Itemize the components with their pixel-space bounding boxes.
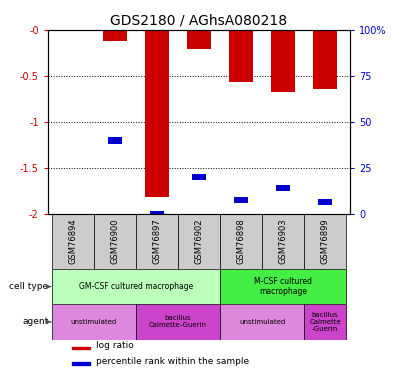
Text: cell type: cell type [10, 282, 49, 291]
Text: M-CSF cultured
macrophage: M-CSF cultured macrophage [254, 277, 312, 296]
Bar [220, 269, 346, 304]
Bar [220, 214, 262, 269]
Bar [276, 185, 290, 191]
Bar [178, 214, 220, 269]
Bar [187, 30, 211, 49]
Bar [52, 269, 220, 304]
Bar [220, 304, 304, 339]
Text: bacillus
Calmette-Guerin: bacillus Calmette-Guerin [149, 315, 207, 328]
Text: GSM76902: GSM76902 [195, 219, 203, 264]
Text: unstimulated: unstimulated [239, 319, 285, 325]
Bar [52, 214, 94, 269]
Bar [94, 214, 136, 269]
Bar [192, 174, 206, 180]
Bar [271, 30, 295, 92]
Bar [234, 197, 248, 203]
Bar [145, 30, 168, 197]
Text: agent: agent [22, 317, 49, 326]
Text: percentile rank within the sample: percentile rank within the sample [96, 357, 249, 366]
Bar [314, 30, 337, 89]
Bar [230, 30, 253, 82]
Bar [108, 137, 122, 144]
Text: GSM76897: GSM76897 [152, 219, 162, 264]
Text: bacillus
Calmette
-Guerin: bacillus Calmette -Guerin [309, 312, 341, 332]
Text: GSM76903: GSM76903 [279, 219, 287, 264]
Text: GSM76899: GSM76899 [320, 219, 330, 264]
Bar [72, 362, 90, 365]
Bar [52, 304, 136, 339]
Text: log ratio: log ratio [96, 342, 134, 351]
Text: unstimulated: unstimulated [71, 319, 117, 325]
Title: GDS2180 / AGhsA080218: GDS2180 / AGhsA080218 [110, 13, 288, 27]
Bar [262, 214, 304, 269]
Text: GSM76894: GSM76894 [68, 219, 78, 264]
Text: GM-CSF cultured macrophage: GM-CSF cultured macrophage [79, 282, 193, 291]
Bar [150, 211, 164, 217]
Bar [304, 304, 346, 339]
Bar [136, 304, 220, 339]
Bar [103, 30, 127, 41]
Text: GSM76900: GSM76900 [111, 219, 119, 264]
Bar [304, 214, 346, 269]
Bar [318, 199, 332, 205]
Text: GSM76898: GSM76898 [236, 219, 246, 264]
Bar [136, 214, 178, 269]
Bar [72, 347, 90, 350]
